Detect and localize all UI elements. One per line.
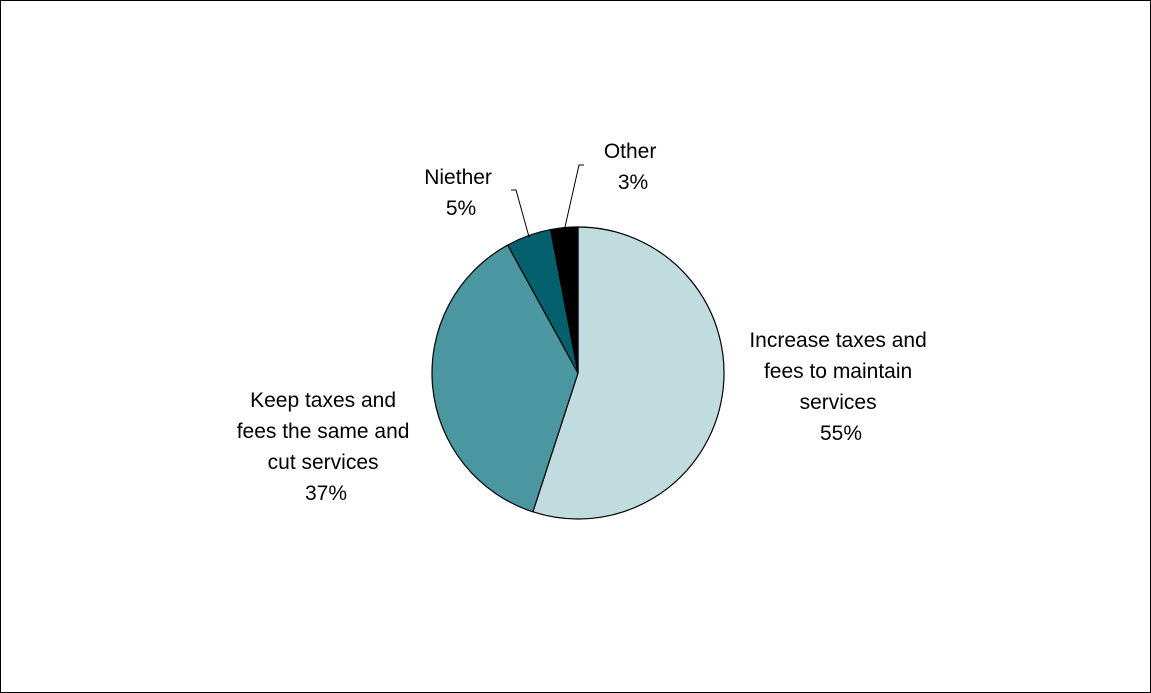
pie-slice-increase-taxes-and [532,226,725,520]
pie-slices [431,226,725,520]
leader-line-niether [511,189,530,238]
slice-label-niether: Niether 5% [424,166,498,220]
slice-label-line: Other [604,140,657,163]
slice-label-line: cut services [268,451,379,474]
slice-label-line: Increase taxes and [749,329,926,352]
leader-lines [511,164,584,238]
slice-value-label: 5% [446,197,476,220]
slice-label-line: services [800,391,877,414]
slice-value-label: 55% [820,422,862,445]
slice-label-other: Other 3% [604,140,662,194]
pie-slice-keep-taxes-and [431,244,579,513]
slice-label-line: Niether [424,166,492,189]
slice-value-label: 3% [618,171,648,194]
slice-label-line: fees to maintain [764,360,912,383]
pie-slice-other [550,226,579,374]
slice-value-label: 37% [305,482,347,505]
slice-label-increase-taxes: Increase taxes and fees to maintain serv… [749,329,932,445]
slice-label-line: Keep taxes and [250,389,396,412]
slice-label-line: fees the same and [237,420,410,443]
leader-line-other [563,164,584,230]
slice-label-keep-taxes: Keep taxes and fees the same and cut ser… [237,389,416,505]
